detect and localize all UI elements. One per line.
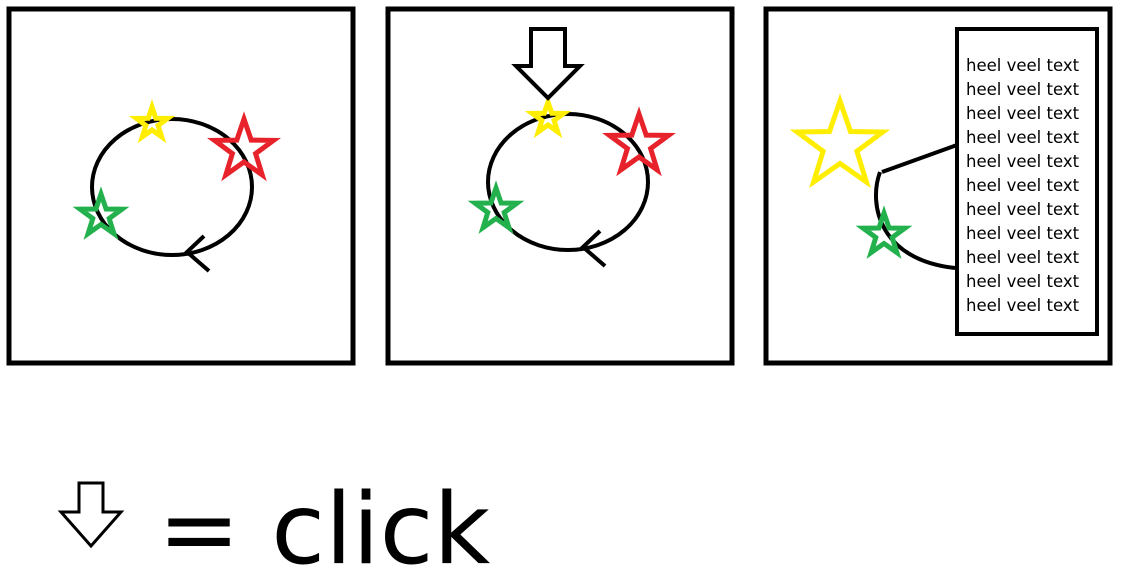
popup-text-line: heel veel text — [966, 200, 1080, 219]
popup-text-line: heel veel text — [966, 128, 1080, 147]
popup-text-line: heel veel text — [966, 248, 1080, 267]
panel-1-frame — [6, 6, 356, 366]
green-star-icon[interactable] — [72, 186, 130, 240]
popup-pointer-line — [881, 143, 958, 174]
legend-label: = click — [158, 473, 490, 581]
legend: = click — [57, 473, 490, 581]
popup-text-line: heel veel text — [966, 224, 1080, 243]
popup-text-line: heel veel text — [966, 80, 1080, 99]
info-popup — [955, 27, 1099, 336]
red-star-icon[interactable] — [207, 111, 281, 182]
down-arrow-icon — [57, 481, 125, 549]
yellow-star-icon[interactable] — [789, 93, 891, 189]
green-star-icon[interactable] — [855, 205, 913, 259]
popup-text-line: heel veel text — [966, 56, 1080, 75]
panel-3: heel veel text heel veel text heel veel … — [763, 6, 1113, 366]
panel-1 — [6, 6, 356, 366]
red-star-icon[interactable] — [602, 106, 676, 177]
carousel-ring-arc — [874, 171, 956, 270]
carousel-ring — [90, 117, 254, 257]
panel-2 — [385, 6, 735, 366]
yellow-star-icon[interactable] — [524, 94, 572, 139]
popup-text-line: heel veel text — [966, 104, 1080, 123]
info-popup-text: heel veel text heel veel text heel veel … — [966, 56, 1080, 315]
green-star-icon[interactable] — [467, 180, 525, 234]
popup-text-line: heel veel text — [966, 152, 1080, 171]
yellow-star-icon[interactable] — [128, 99, 176, 144]
down-arrow-icon — [511, 27, 585, 101]
popup-text-line: heel veel text — [966, 272, 1080, 291]
carousel-ring — [486, 112, 650, 252]
popup-text-line: heel veel text — [966, 176, 1080, 195]
popup-text-line: heel veel text — [966, 296, 1080, 315]
rotation-arrow-icon — [184, 234, 211, 273]
rotation-arrow-icon — [580, 229, 607, 268]
